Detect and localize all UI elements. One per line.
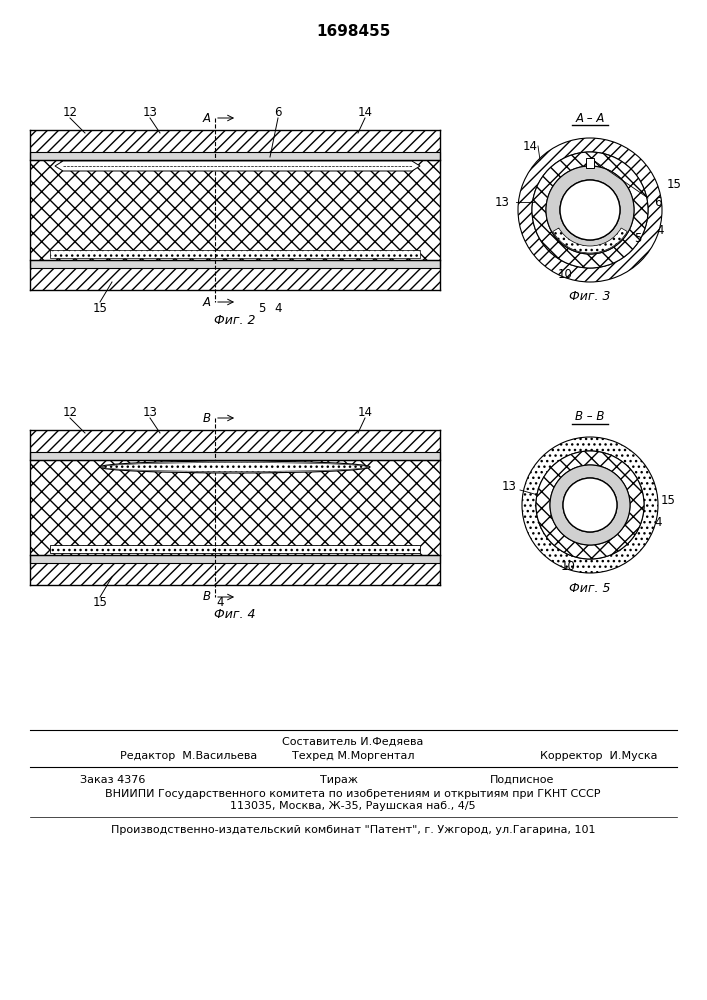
Text: 13: 13 bbox=[502, 481, 517, 493]
Text: Подписное: Подписное bbox=[490, 775, 554, 785]
Text: А: А bbox=[203, 296, 211, 308]
Text: Фиг. 2: Фиг. 2 bbox=[214, 314, 256, 326]
Text: Тираж: Тираж bbox=[320, 775, 358, 785]
Text: В – В: В – В bbox=[575, 410, 604, 424]
Text: Техред М.Моргентал: Техред М.Моргентал bbox=[292, 751, 414, 761]
Wedge shape bbox=[550, 465, 630, 545]
Text: 15: 15 bbox=[661, 493, 676, 506]
Bar bbox=[586, 158, 594, 168]
Text: Заказ 4376: Заказ 4376 bbox=[80, 775, 146, 785]
Bar bbox=[50, 250, 420, 258]
Text: 15: 15 bbox=[667, 178, 682, 192]
Bar bbox=[30, 563, 440, 585]
Text: ВНИИПИ Государственного комитета по изобретениям и открытиям при ГКНТ СССР: ВНИИПИ Государственного комитета по изоб… bbox=[105, 789, 601, 799]
Text: 15: 15 bbox=[93, 596, 107, 609]
Text: Фиг. 5: Фиг. 5 bbox=[569, 582, 611, 594]
Text: 13: 13 bbox=[143, 406, 158, 418]
Circle shape bbox=[560, 180, 620, 240]
Bar bbox=[30, 555, 440, 563]
Wedge shape bbox=[536, 451, 644, 559]
Text: Редактор  М.Васильева: Редактор М.Васильева bbox=[120, 751, 257, 761]
Text: 14: 14 bbox=[522, 139, 537, 152]
Text: 15: 15 bbox=[93, 302, 107, 314]
Text: 13: 13 bbox=[143, 105, 158, 118]
Text: Корректор  И.Муска: Корректор И.Муска bbox=[540, 751, 658, 761]
Text: 14: 14 bbox=[358, 105, 373, 118]
Text: 5: 5 bbox=[258, 302, 266, 314]
Ellipse shape bbox=[102, 462, 368, 472]
Ellipse shape bbox=[100, 461, 370, 473]
Text: 1698455: 1698455 bbox=[316, 24, 390, 39]
Bar bbox=[30, 152, 440, 268]
Text: Производственно-издательский комбинат "Патент", г. Ужгород, ул.Гагарина, 101: Производственно-издательский комбинат "П… bbox=[111, 825, 595, 835]
Circle shape bbox=[563, 478, 617, 532]
Text: 10: 10 bbox=[561, 560, 575, 574]
Text: 6: 6 bbox=[274, 105, 282, 118]
Text: 13: 13 bbox=[495, 196, 510, 209]
Text: 12: 12 bbox=[62, 105, 78, 118]
Text: 14: 14 bbox=[358, 406, 373, 418]
Bar bbox=[30, 452, 440, 563]
Wedge shape bbox=[532, 152, 648, 268]
Text: 113035, Москва, Ж-35, Раушская наб., 4/5: 113035, Москва, Ж-35, Раушская наб., 4/5 bbox=[230, 801, 476, 811]
Text: 4: 4 bbox=[274, 302, 282, 314]
Bar bbox=[30, 268, 440, 290]
Text: Фиг. 4: Фиг. 4 bbox=[214, 608, 256, 621]
Wedge shape bbox=[553, 228, 627, 253]
Text: 4: 4 bbox=[216, 596, 223, 609]
Text: Фиг. 3: Фиг. 3 bbox=[569, 290, 611, 304]
Polygon shape bbox=[55, 161, 420, 171]
Text: В: В bbox=[203, 412, 211, 424]
Text: 12: 12 bbox=[62, 406, 78, 418]
Bar bbox=[30, 452, 440, 460]
Text: В: В bbox=[203, 590, 211, 603]
Text: А – А: А – А bbox=[575, 111, 604, 124]
Bar bbox=[30, 260, 440, 268]
Bar bbox=[30, 130, 440, 152]
Bar bbox=[50, 545, 420, 553]
Text: Составитель И.Федяева: Составитель И.Федяева bbox=[282, 737, 423, 747]
Text: 5: 5 bbox=[634, 232, 641, 245]
Wedge shape bbox=[522, 437, 658, 573]
Bar bbox=[30, 152, 440, 160]
Wedge shape bbox=[546, 166, 634, 254]
Text: 4: 4 bbox=[656, 224, 663, 236]
Text: 10: 10 bbox=[558, 267, 573, 280]
Bar bbox=[30, 430, 440, 452]
Text: А: А bbox=[203, 111, 211, 124]
Text: 6: 6 bbox=[654, 196, 662, 209]
Text: 4: 4 bbox=[654, 516, 662, 530]
Wedge shape bbox=[518, 138, 662, 282]
